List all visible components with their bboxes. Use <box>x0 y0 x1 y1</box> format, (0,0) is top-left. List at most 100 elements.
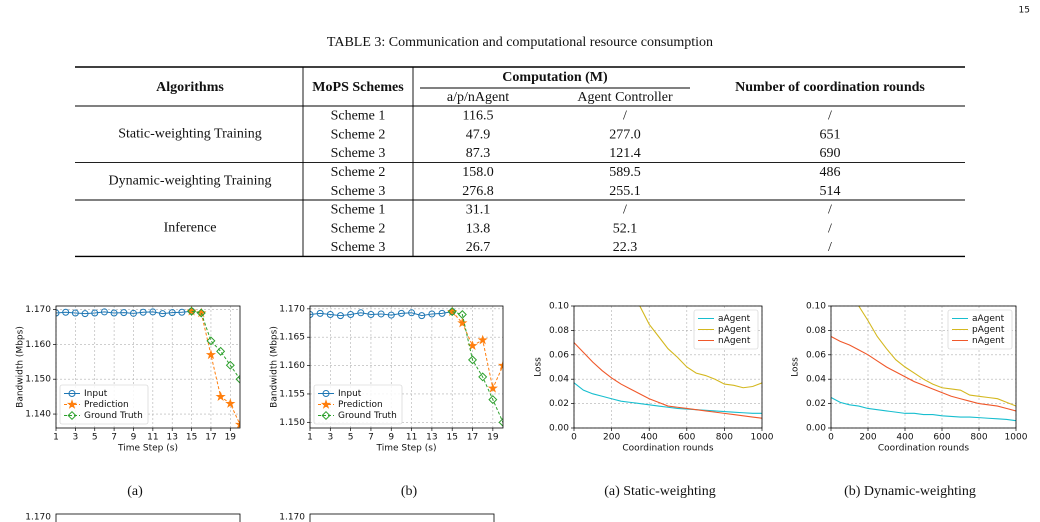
table-cell: 277.0 <box>609 127 641 142</box>
figure-caption: (a) <box>127 484 143 499</box>
legend-label: aAgent <box>972 314 1005 324</box>
marker <box>347 311 355 319</box>
y-tick-label: 0.00 <box>549 424 569 434</box>
legend-label: pAgent <box>972 325 1005 335</box>
table-cell: 47.9 <box>466 127 491 142</box>
table-cell: 589.5 <box>609 165 641 180</box>
x-tick-label: 19 <box>225 433 237 443</box>
x-tick-label: 17 <box>205 433 216 443</box>
marker <box>81 310 89 318</box>
x-tick-label: 1000 <box>751 433 774 443</box>
series-line <box>451 311 503 390</box>
legend-label: Input <box>84 389 108 399</box>
legend-box <box>59 384 149 425</box>
series-line <box>56 310 192 315</box>
y-tick-label: 1.160 <box>279 361 305 371</box>
marker <box>71 309 79 317</box>
x-tick-label: 3 <box>73 433 79 443</box>
legend-label: pAgent <box>718 325 751 335</box>
marker <box>129 309 137 317</box>
x-tick-label: 9 <box>388 433 394 443</box>
x-tick-label: 1 <box>307 433 313 443</box>
plot-area <box>574 306 762 419</box>
axes-frame <box>55 305 241 429</box>
x-tick-label: 0 <box>828 433 834 443</box>
marker <box>477 334 488 345</box>
table-cell: Scheme 1 <box>331 203 386 218</box>
table-cell: 255.1 <box>609 184 641 199</box>
x-tick-label: 11 <box>147 433 158 443</box>
y-tick-label: 1.150 <box>279 418 305 428</box>
y-tick-label: 0.06 <box>549 350 569 360</box>
page-number: 15 <box>1019 6 1030 16</box>
table-cell: 514 <box>820 184 841 199</box>
x-tick-label: 200 <box>603 433 620 443</box>
marker <box>178 308 186 316</box>
marker <box>387 311 395 319</box>
y-tick-label: 0.04 <box>806 375 826 385</box>
x-tick-label: 9 <box>131 433 137 443</box>
y-tick-label: 0.00 <box>806 424 826 434</box>
axes-frame <box>573 305 763 429</box>
table-cell: Algorithms <box>156 80 224 95</box>
y-tick-label: 0.08 <box>806 326 826 336</box>
marker <box>225 360 235 370</box>
axes-frame <box>830 305 1017 429</box>
marker <box>497 360 503 370</box>
y-tick-label: 1.155 <box>279 389 305 399</box>
table-cell: / <box>623 203 627 218</box>
legend-label: Prediction <box>84 400 129 410</box>
series-line <box>452 311 503 423</box>
table-cell: 22.3 <box>613 240 638 255</box>
table-cell: Scheme 2 <box>331 127 386 142</box>
legend-box <box>947 309 1013 350</box>
table-cell: Scheme 2 <box>331 221 386 236</box>
y-tick-label: 1.170 <box>25 513 51 522</box>
y-tick-label: 1.165 <box>279 333 305 343</box>
legend-box <box>693 309 759 350</box>
table-cell: 158.0 <box>462 165 494 180</box>
plot-area <box>56 306 240 428</box>
legend-label: nAgent <box>972 336 1005 346</box>
marker <box>467 340 478 351</box>
marker <box>56 309 60 317</box>
legend-marker <box>320 399 332 409</box>
y-tick-label: 0.10 <box>806 302 826 312</box>
marker <box>62 308 70 316</box>
legend-label: aAgent <box>718 314 751 324</box>
y-tick-label: 0.06 <box>806 350 826 360</box>
y-axis-label: Loss <box>534 357 544 377</box>
table-cell: Agent Controller <box>577 90 673 105</box>
legend-label: Ground Truth <box>84 411 143 421</box>
series-line <box>831 336 1016 412</box>
table-cell: 52.1 <box>613 221 638 236</box>
figure-caption: (a) Static-weighting <box>604 484 716 499</box>
x-tick-label: 1000 <box>1005 433 1028 443</box>
marker <box>357 309 365 317</box>
series-line <box>574 342 762 419</box>
x-tick-label: 15 <box>446 433 457 443</box>
table-cell: 31.1 <box>466 203 491 218</box>
figure-caption: (b) <box>401 484 418 499</box>
y-tick-label: 0.08 <box>549 326 569 336</box>
x-tick-label: 600 <box>933 433 950 443</box>
y-axis-label: Bandwidth (Mbps) <box>270 326 280 408</box>
y-axis-label: Bandwidth (Mbps) <box>16 326 26 408</box>
x-tick-label: 800 <box>970 433 987 443</box>
marker <box>468 355 478 365</box>
marker <box>310 311 314 319</box>
axes-frame <box>55 513 241 522</box>
y-tick-label: 1.170 <box>25 305 51 315</box>
table-cell: Computation (M) <box>502 70 608 85</box>
marker <box>408 309 416 317</box>
group-name: Dynamic-weighting Training <box>109 173 272 188</box>
axes-frame <box>309 305 504 429</box>
x-tick-label: 13 <box>166 433 177 443</box>
table-cell: 121.4 <box>609 146 641 161</box>
x-axis-label: Coordination rounds <box>622 444 714 454</box>
marker <box>91 309 99 317</box>
table-cell: Number of coordination rounds <box>735 80 925 95</box>
legend-label: Ground Truth <box>338 411 397 421</box>
legend-label: nAgent <box>718 336 751 346</box>
